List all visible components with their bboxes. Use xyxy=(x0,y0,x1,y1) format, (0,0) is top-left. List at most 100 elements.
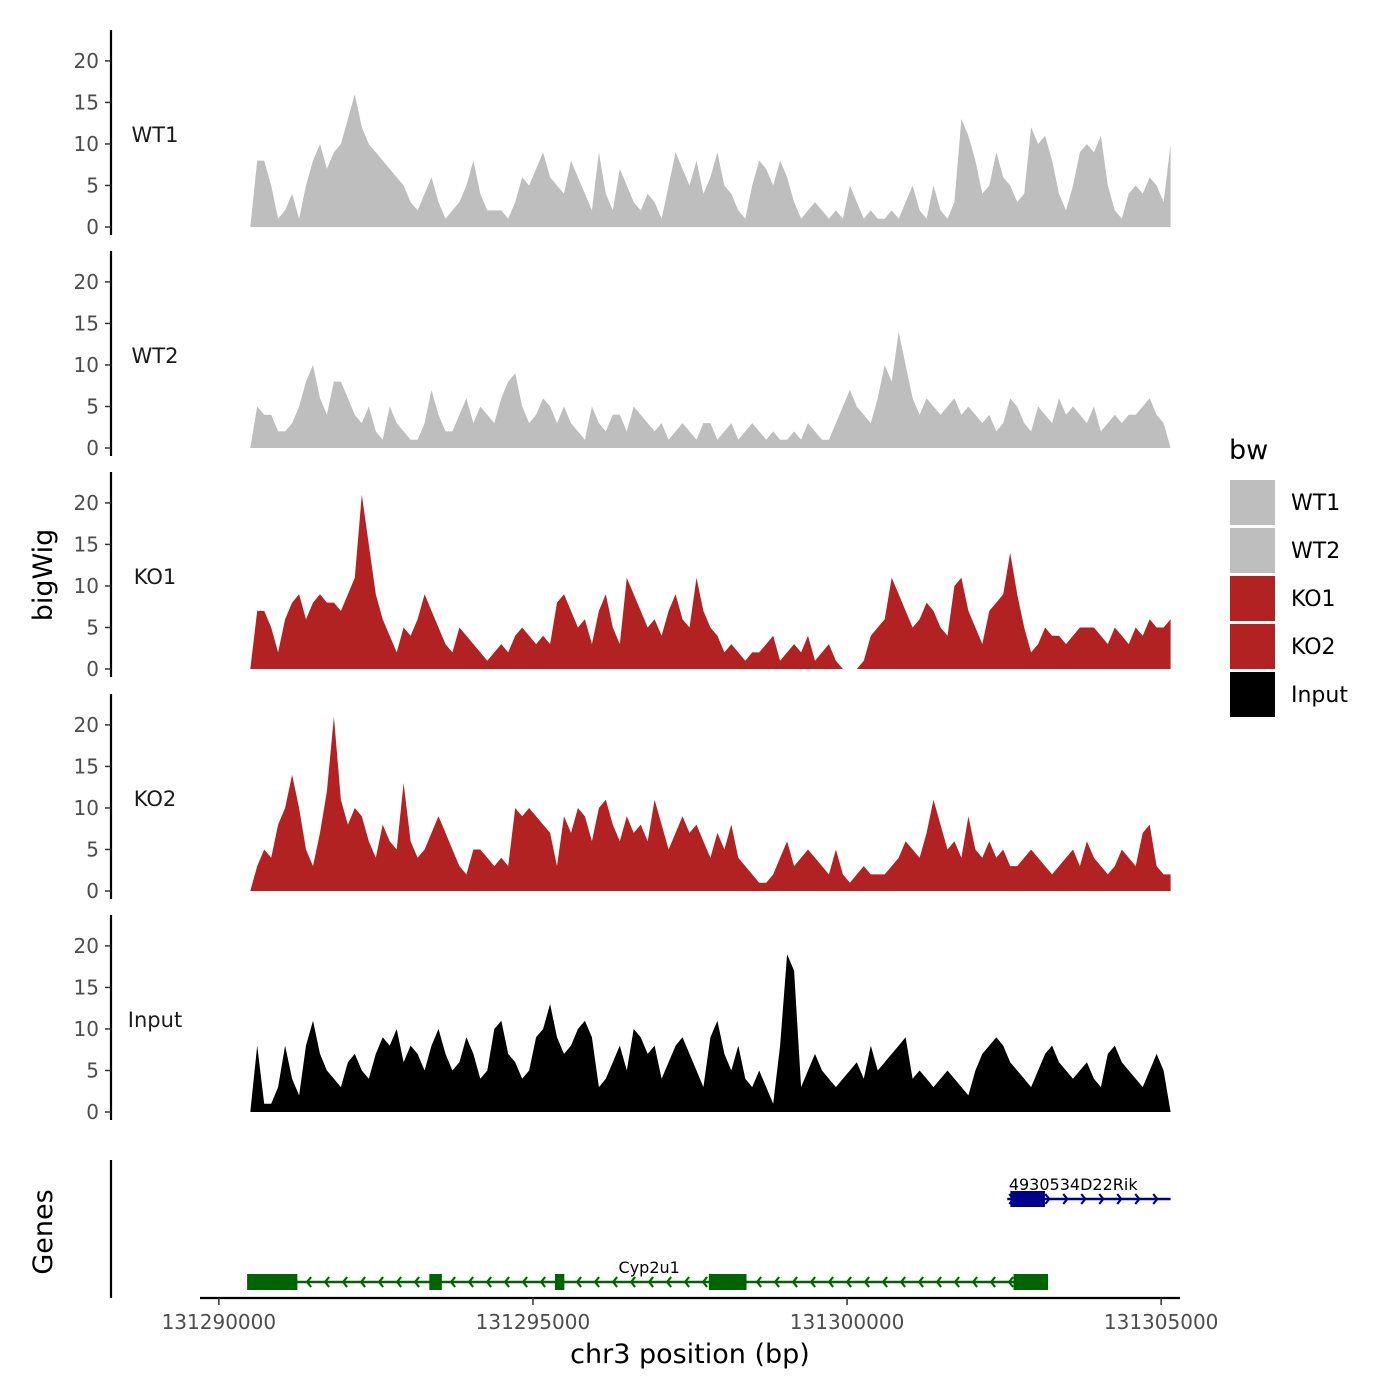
y-tick-label: 15 xyxy=(74,311,99,335)
y-tick-label: 10 xyxy=(74,796,99,820)
strand-arrow xyxy=(845,1276,852,1288)
y-tick-label: 5 xyxy=(86,837,99,861)
strand-arrow xyxy=(341,1276,348,1288)
legend-label-ko2: KO2 xyxy=(1291,635,1336,660)
legend-swatch-wt2 xyxy=(1230,528,1275,573)
legend-swatch-input xyxy=(1230,672,1275,717)
y-tick-label: 20 xyxy=(74,49,99,73)
x-axis-title: chr3 position (bp) xyxy=(570,1339,810,1370)
y-tick-label: 10 xyxy=(74,1017,99,1041)
y-tick-label: 0 xyxy=(86,879,99,903)
strand-arrow xyxy=(773,1276,780,1288)
legend-label-wt1: WT1 xyxy=(1291,491,1340,516)
y-tick-label: 15 xyxy=(74,754,99,778)
strand-arrow xyxy=(629,1276,636,1288)
coverage-panels: 0 5 10 15 20 WT1 0 5 10 15 20 WT2 0 5 10 15 20 KO1 0 5 10 15 2… xyxy=(74,30,1171,1124)
legend-swatch-ko1 xyxy=(1230,576,1275,621)
legend-label-wt2: WT2 xyxy=(1291,539,1340,564)
y-tick-label: 20 xyxy=(74,491,99,515)
strand-arrow xyxy=(305,1276,312,1288)
strand-arrow xyxy=(449,1276,456,1288)
strand-arrow xyxy=(935,1276,942,1288)
legend-title: bw xyxy=(1229,435,1268,466)
y-tick-label: 0 xyxy=(86,215,99,239)
panel-ko2: 0 5 10 15 20 KO2 xyxy=(74,694,1171,903)
y-tick-label: 5 xyxy=(86,173,99,197)
x-axis: 131290000 131295000 131300000 131305000 xyxy=(162,1296,1219,1334)
legend-swatch-ko2 xyxy=(1230,624,1275,669)
y-tick-label: 20 xyxy=(74,713,99,737)
y-tick-label: 0 xyxy=(86,657,99,681)
genes-axis-title: Genes xyxy=(28,1189,59,1274)
strand-arrow xyxy=(665,1276,672,1288)
legend-swatch-wt1 xyxy=(1230,480,1275,525)
strand-arrow xyxy=(413,1276,420,1288)
strand-arrow xyxy=(791,1276,798,1288)
strand-arrow xyxy=(593,1276,600,1288)
strand-arrow xyxy=(971,1276,978,1288)
y-tick-label: 0 xyxy=(86,1100,99,1124)
strand-arrow xyxy=(1062,1193,1069,1205)
strand-arrow xyxy=(1044,1193,1051,1205)
strand-arrow xyxy=(809,1276,816,1288)
strand-arrow xyxy=(539,1276,546,1288)
track-label-input: Input xyxy=(128,1008,182,1032)
gene-exon xyxy=(1013,1274,1049,1290)
panel-input: 0 5 10 15 20 Input xyxy=(74,915,1171,1124)
x-tick-label: 131295000 xyxy=(476,1310,591,1334)
x-tick-label: 131290000 xyxy=(162,1310,277,1334)
strand-arrow xyxy=(323,1276,330,1288)
strand-arrow xyxy=(1134,1193,1141,1205)
x-tick-label: 131305000 xyxy=(1104,1310,1219,1334)
coverage-area-wt1 xyxy=(250,94,1171,227)
gene-name-label: Cyp2u1 xyxy=(619,1258,680,1277)
strand-arrow xyxy=(1098,1193,1105,1205)
track-label-wt1: WT1 xyxy=(132,123,179,147)
strand-arrow xyxy=(899,1276,906,1288)
strand-arrow xyxy=(521,1276,528,1288)
y-tick-label: 15 xyxy=(74,90,99,114)
panel-wt2: 0 5 10 15 20 WT2 xyxy=(74,251,1171,460)
y-axis-title: bigWig xyxy=(28,529,59,622)
strand-arrow xyxy=(827,1276,834,1288)
track-label-ko1: KO1 xyxy=(134,565,177,589)
strand-arrow xyxy=(683,1276,690,1288)
coverage-area-ko2 xyxy=(250,716,1171,891)
strand-arrow xyxy=(755,1276,762,1288)
y-tick-label: 0 xyxy=(86,436,99,460)
strand-arrow xyxy=(467,1276,474,1288)
coverage-area-input xyxy=(250,954,1171,1112)
track-label-ko2: KO2 xyxy=(134,787,177,811)
strand-arrow xyxy=(701,1276,708,1288)
strand-arrow xyxy=(503,1276,510,1288)
gene-exon xyxy=(247,1274,298,1290)
gene-cyp2u1: Cyp2u1 xyxy=(247,1258,1049,1290)
strand-arrow xyxy=(863,1276,870,1288)
gene-4930534d22rik: 4930534D22Rik xyxy=(1007,1175,1171,1207)
strand-arrow xyxy=(989,1276,996,1288)
y-tick-label: 15 xyxy=(74,532,99,556)
strand-arrow xyxy=(953,1276,960,1288)
gene-exon xyxy=(429,1274,442,1290)
y-tick-label: 10 xyxy=(74,132,99,156)
strand-arrow xyxy=(485,1276,492,1288)
strand-arrow xyxy=(611,1276,618,1288)
y-tick-label: 10 xyxy=(74,574,99,598)
y-tick-label: 10 xyxy=(74,353,99,377)
gene-exon xyxy=(708,1274,747,1290)
strand-arrow xyxy=(881,1276,888,1288)
strand-arrow xyxy=(1152,1193,1159,1205)
y-tick-label: 20 xyxy=(74,270,99,294)
y-tick-label: 20 xyxy=(74,934,99,958)
legend-label-input: Input xyxy=(1291,683,1348,708)
coverage-area-wt2 xyxy=(250,331,1171,448)
track-label-wt2: WT2 xyxy=(132,344,179,368)
legend-label-ko1: KO1 xyxy=(1291,587,1336,612)
y-tick-label: 5 xyxy=(86,615,99,639)
legend: bw WT1 WT2 KO1 KO2 Input xyxy=(1229,435,1348,717)
y-tick-label: 5 xyxy=(86,394,99,418)
strand-arrow xyxy=(1116,1193,1123,1205)
coverage-area-ko1 xyxy=(250,494,1171,669)
strand-arrow xyxy=(1007,1276,1014,1288)
